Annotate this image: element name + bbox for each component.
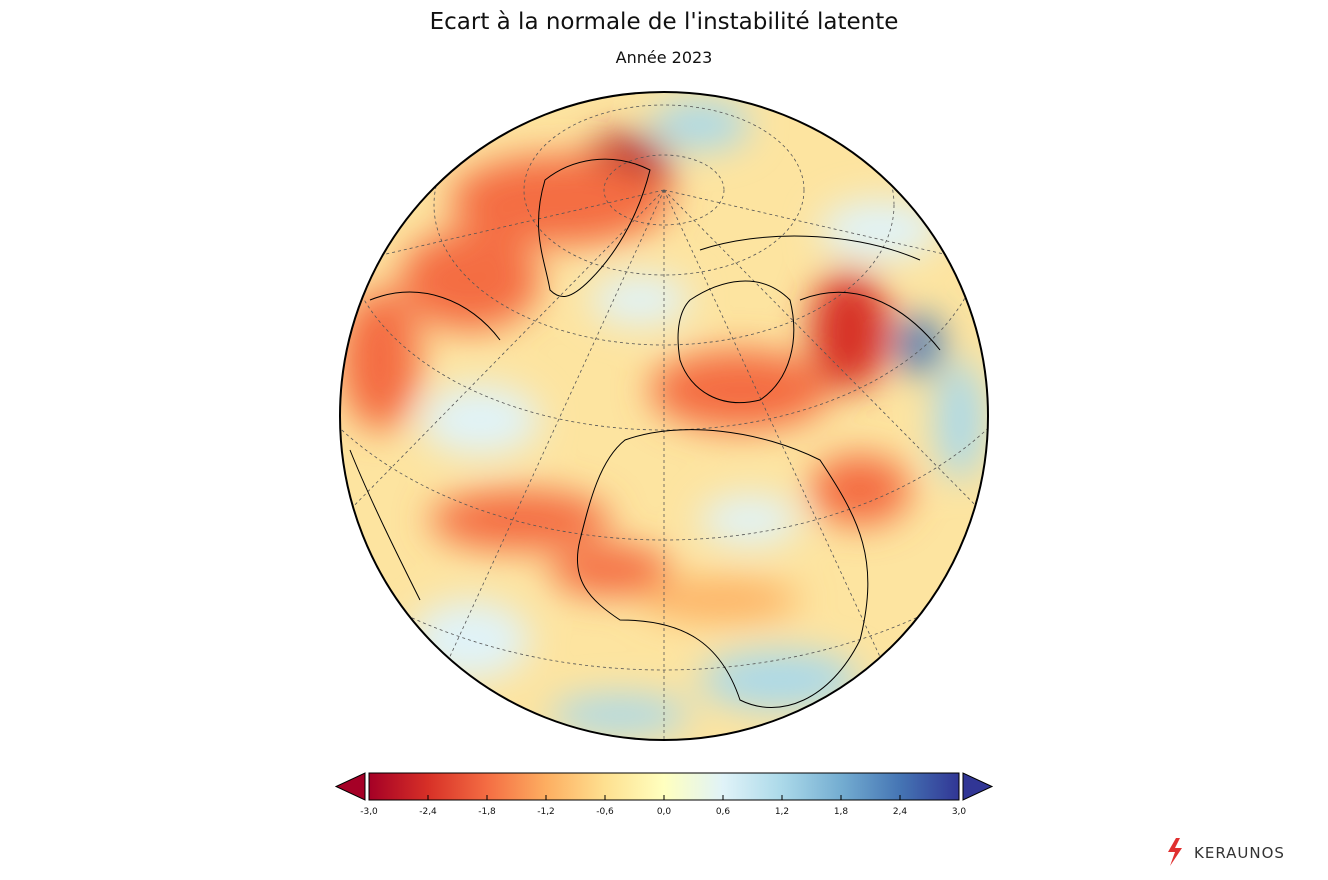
tick-label: 1,8 (834, 807, 849, 817)
tick-label: -3,0 (360, 807, 378, 817)
brand-logo: KERAUNOS (1168, 838, 1285, 866)
tick-label: -2,4 (419, 807, 437, 817)
tick-label: 3,0 (952, 807, 967, 817)
tick-label: 0,0 (657, 807, 672, 817)
map-subtitle: Année 2023 (616, 48, 713, 67)
extend-high (962, 772, 994, 801)
globe (340, 92, 988, 740)
map-title: Ecart à la normale de l'instabilité late… (430, 9, 899, 35)
extend-low (334, 772, 366, 801)
tick-label: 0,6 (716, 807, 731, 817)
brand-icon (1168, 838, 1182, 866)
tick-label: -1,8 (478, 807, 496, 817)
brand-name: KERAUNOS (1194, 844, 1285, 862)
globe-outline (339, 91, 989, 741)
tick-label: 1,2 (775, 807, 789, 817)
colorbar: -3,0 -2,4 -1,8 -1,2 -0,6 0,0 0,6 1,2 1,8 2,4 3,0 (334, 772, 994, 817)
tick-label: -1,2 (537, 807, 555, 817)
tick-label: 2,4 (893, 807, 908, 817)
tick-label: -0,6 (596, 807, 614, 817)
